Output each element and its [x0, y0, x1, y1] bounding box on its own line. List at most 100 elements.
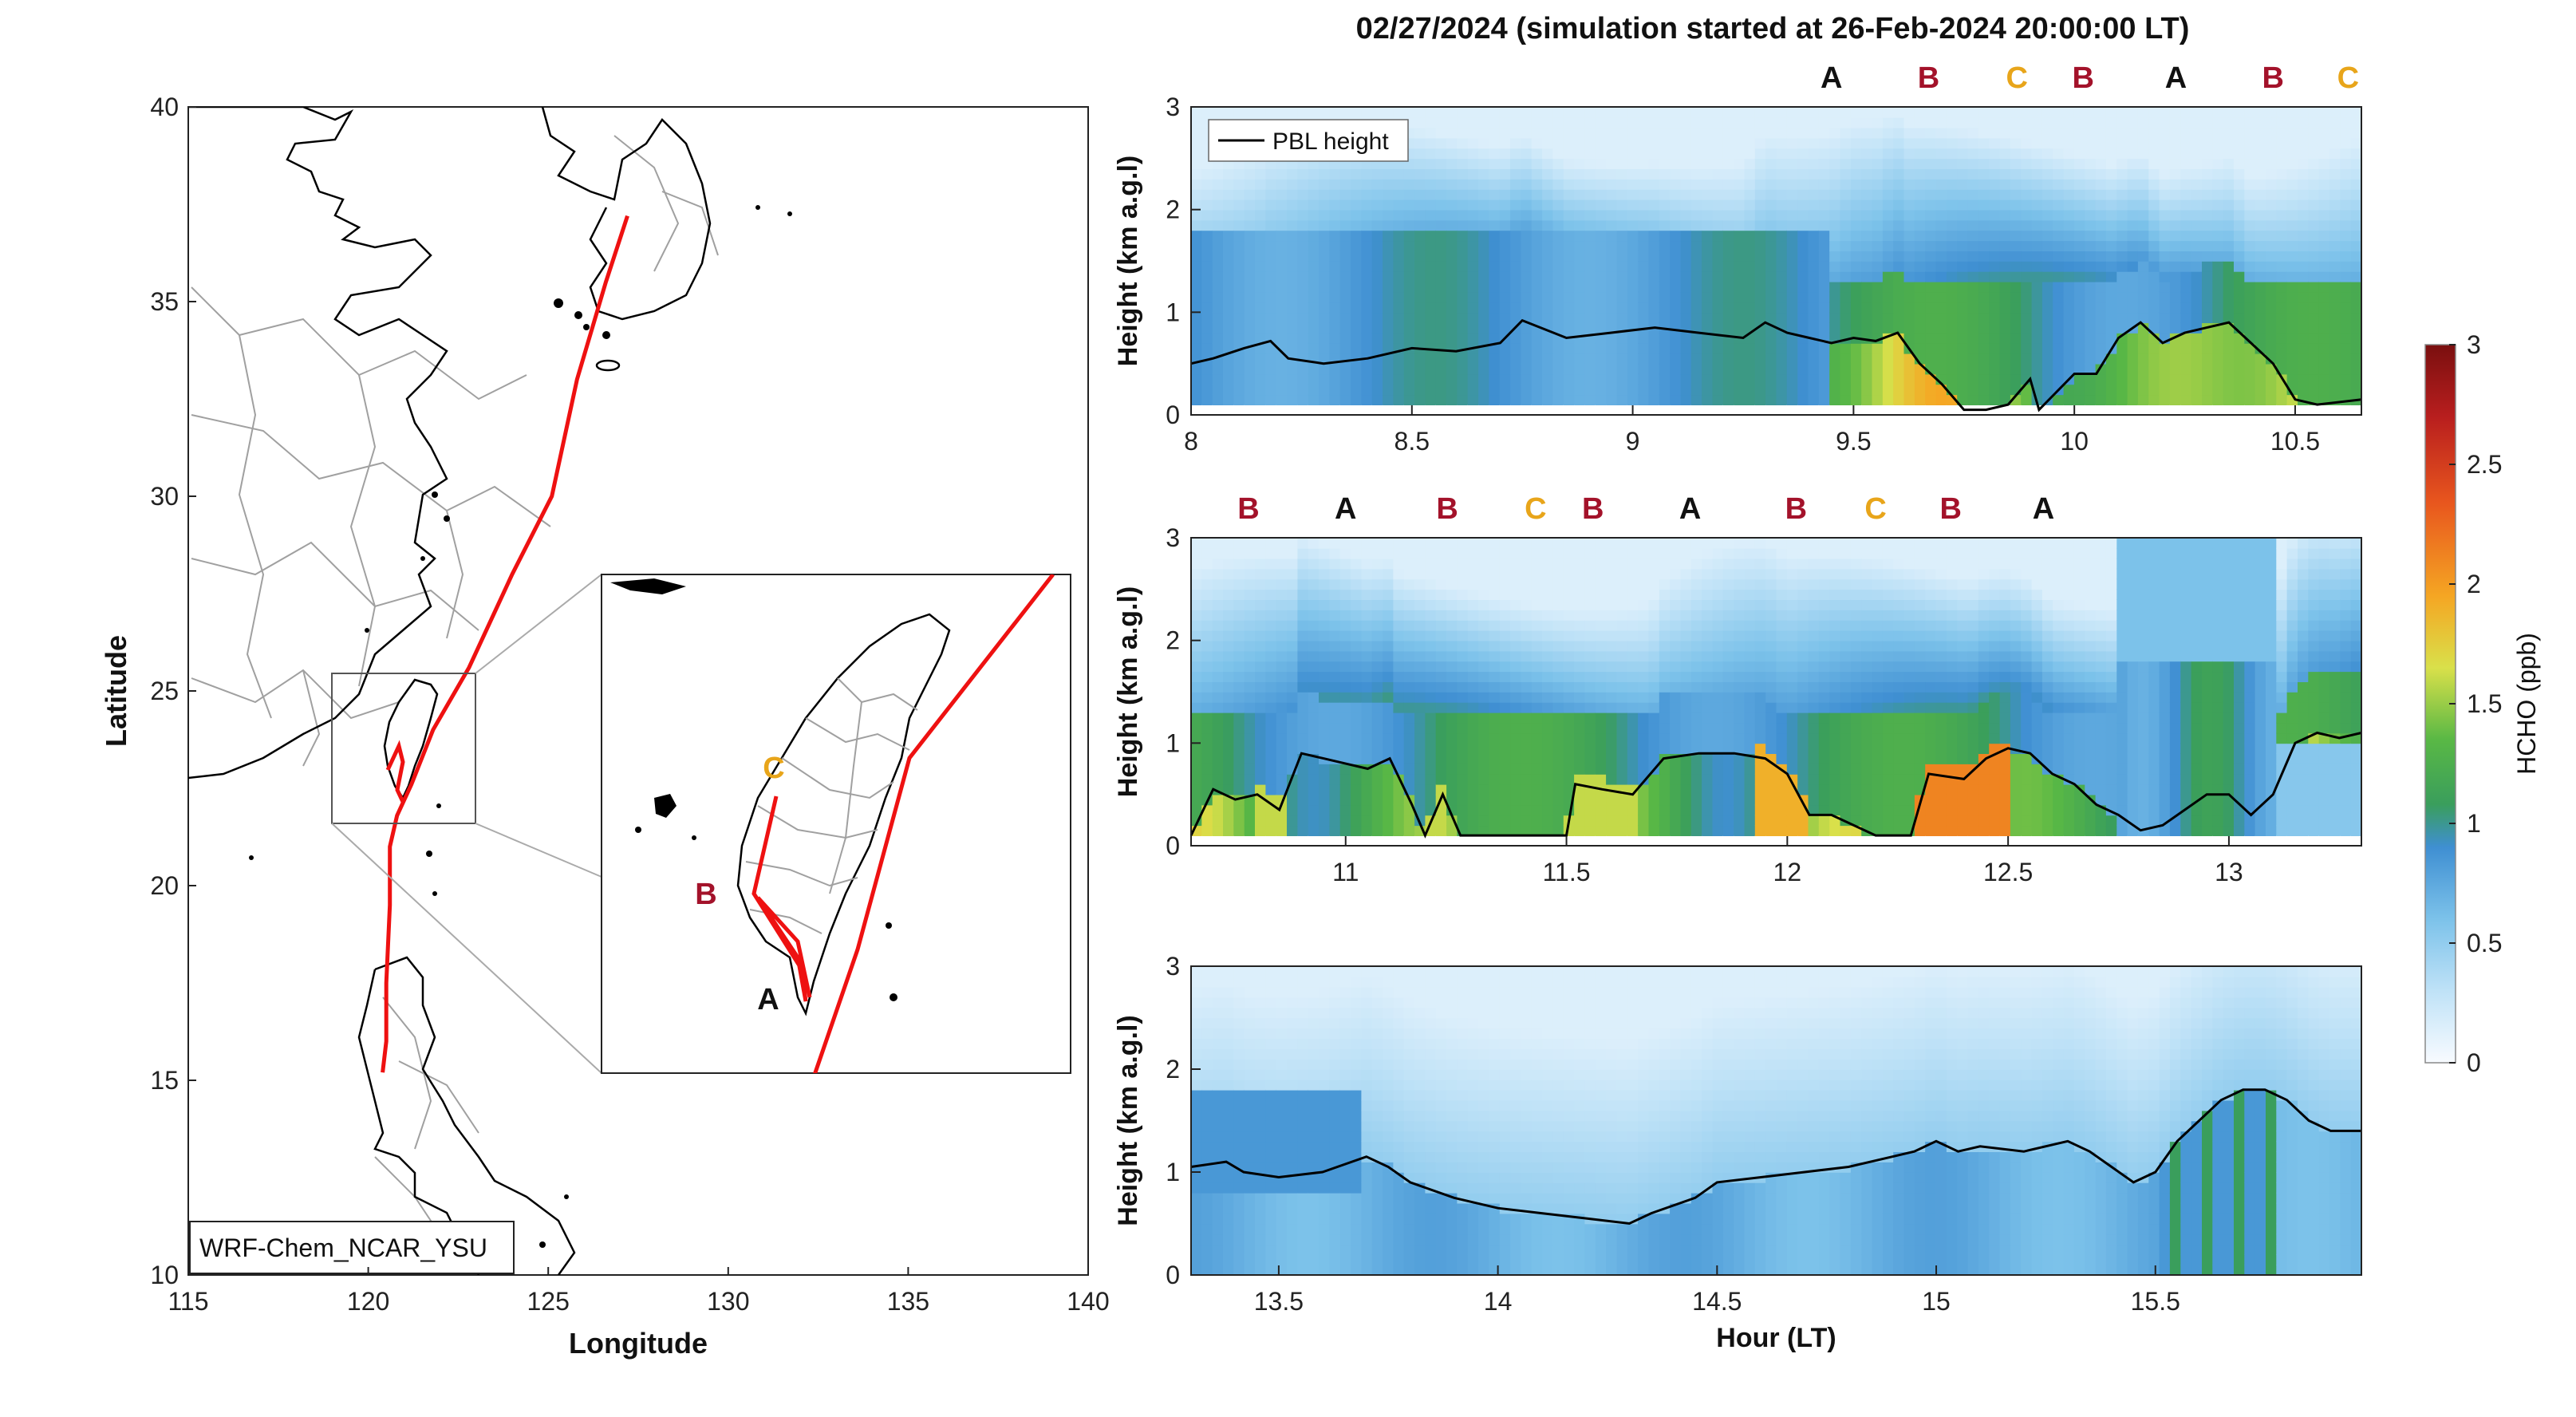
heatmap-cell: [1659, 230, 1671, 241]
heatmap-cell: [1755, 179, 1766, 190]
heatmap-cell: [1446, 630, 1458, 641]
heatmap-cell: [2223, 333, 2235, 344]
heatmap-cell: [1393, 333, 1404, 344]
heatmap-cell: [1989, 230, 2000, 241]
heatmap-cell: [1691, 620, 1702, 631]
heatmap-cell: [1297, 322, 1308, 334]
heatmap-cell: [1351, 292, 1362, 303]
heatmap-cell: [1904, 322, 1915, 334]
heatmap-cell: [1893, 353, 1904, 365]
heatmap-cell: [1478, 179, 1489, 190]
heatmap-cell: [1564, 641, 1575, 652]
heatmap-cell: [2255, 374, 2266, 385]
heatmap-cell: [1425, 322, 1436, 334]
heatmap-cell: [2042, 189, 2053, 200]
heatmap-cell: [1617, 230, 1628, 241]
heatmap-cell: [2116, 158, 2128, 169]
heatmap-cell: [1532, 148, 1543, 160]
heatmap-cell: [1191, 312, 1202, 323]
heatmap-cell: [1649, 630, 1660, 641]
heatmap-cell: [1936, 158, 1947, 169]
heatmap-cell: [2340, 384, 2351, 395]
heatmap-cell: [1245, 189, 1256, 200]
heatmap-cell: [1606, 671, 1617, 682]
heatmap-cell: [1297, 107, 1308, 118]
heatmap-cell: [1245, 199, 1256, 211]
heatmap-cell: [1201, 548, 1213, 559]
heatmap-cell: [1500, 569, 1511, 580]
heatmap-cell: [2266, 302, 2277, 314]
heatmap-cell: [2170, 394, 2181, 405]
heatmap-cell: [1617, 261, 1628, 272]
heatmap-cell: [2148, 148, 2160, 160]
heatmap-cell: [1414, 199, 1426, 211]
heatmap-cell: [1787, 240, 1798, 251]
heatmap-cell: [1851, 168, 1862, 180]
heatmap-cell: [1819, 261, 1830, 272]
heatmap-cell: [1627, 825, 1639, 836]
heatmap-cell: [1925, 240, 1936, 251]
heatmap-cell: [1883, 271, 1894, 282]
heatmap-cell: [1255, 723, 1266, 734]
heatmap-cell: [1681, 384, 1692, 395]
heatmap-cell: [1383, 230, 1394, 241]
heatmap-cell: [1201, 374, 1213, 385]
heatmap-cell: [1436, 271, 1447, 282]
heatmap-cell: [1510, 692, 1521, 703]
heatmap-cell: [1584, 312, 1596, 323]
heatmap-cell: [1245, 230, 1256, 241]
heatmap-cell: [1276, 835, 1288, 847]
curtain-y-tick-label: 0: [1166, 401, 1180, 429]
heatmap-cell: [1191, 333, 1202, 344]
heatmap-cell: [2032, 343, 2043, 354]
heatmap-cell: [1223, 374, 1234, 385]
heatmap-cell: [2000, 302, 2011, 314]
heatmap-cell: [2064, 117, 2075, 128]
heatmap-cell: [1777, 210, 1788, 221]
heatmap-cell: [2234, 138, 2245, 149]
heatmap-cell: [1265, 374, 1276, 385]
heatmap-cell: [2000, 189, 2011, 200]
heatmap-cell: [1425, 210, 1436, 221]
heatmap-cell: [1734, 168, 1745, 180]
heatmap-cell: [1978, 271, 1990, 282]
heatmap-cell: [1446, 774, 1458, 785]
heatmap-cell: [1925, 210, 1936, 221]
heatmap-cell: [1340, 795, 1351, 806]
heatmap-cell: [1351, 230, 1362, 241]
heatmap-cell: [1989, 261, 2000, 272]
heatmap-cell: [1989, 322, 2000, 334]
heatmap-cell: [2042, 128, 2053, 139]
heatmap-cell: [1606, 825, 1617, 836]
heatmap-cell: [2340, 168, 2351, 180]
heatmap-cell: [1584, 240, 1596, 251]
heatmap-cell: [1308, 271, 1320, 282]
heatmap-cell: [1500, 158, 1511, 169]
heatmap-cell: [1308, 179, 1320, 190]
heatmap-cell: [1617, 620, 1628, 631]
heatmap-cell: [1297, 384, 1308, 395]
heatmap-cell: [1552, 671, 1564, 682]
heatmap-cell: [1489, 835, 1500, 847]
heatmap-cell: [1755, 774, 1766, 785]
heatmap-cell: [1638, 333, 1649, 344]
heatmap-cell: [1500, 374, 1511, 385]
heatmap-cell: [1840, 282, 1852, 293]
heatmap-cell: [1978, 107, 1990, 118]
heatmap-cell: [1809, 117, 1820, 128]
heatmap-cell: [2074, 138, 2085, 149]
heatmap-cell: [1457, 569, 1468, 580]
heatmap-cell: [1393, 630, 1404, 641]
heatmap-cell: [1319, 641, 1330, 652]
heatmap-cell: [2266, 282, 2277, 293]
heatmap-cell: [1436, 579, 1447, 590]
heatmap-cell: [1446, 610, 1458, 621]
heatmap-cell: [1723, 364, 1734, 375]
heatmap-cell: [2329, 312, 2341, 323]
heatmap-cell: [1233, 292, 1245, 303]
heatmap-cell: [2138, 199, 2149, 211]
heatmap-cell: [1851, 302, 1862, 314]
heatmap-cell: [1319, 271, 1330, 282]
heatmap-cell: [1191, 138, 1202, 149]
map-y-tick-label: 25: [150, 677, 179, 705]
